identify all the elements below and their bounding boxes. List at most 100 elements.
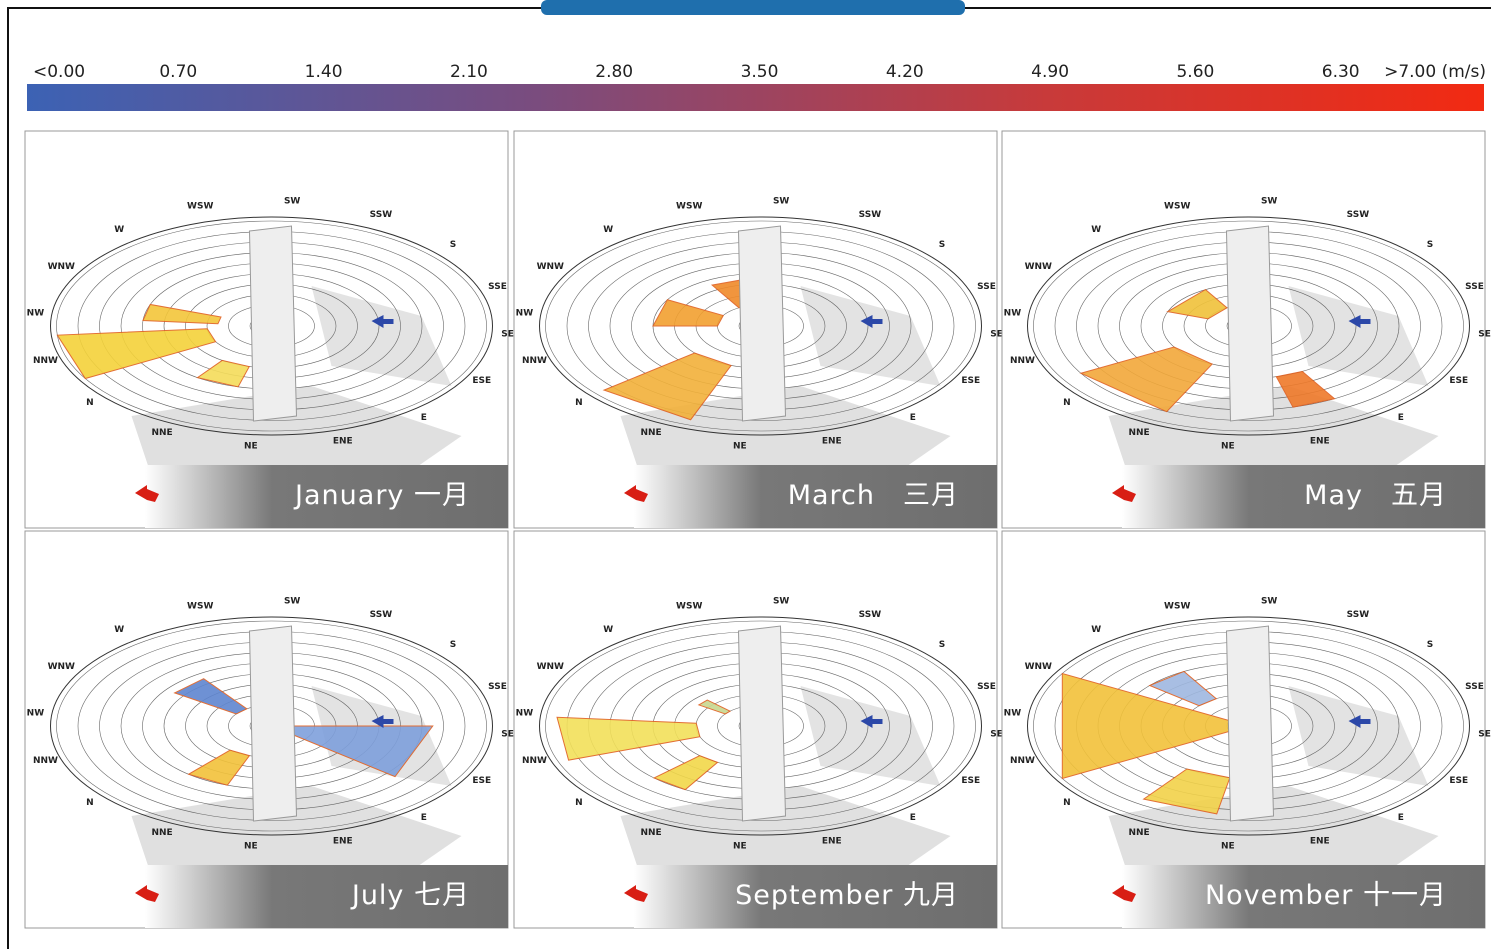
wind-wedge: [1166, 289, 1228, 320]
direction-label: ENE: [1310, 436, 1330, 446]
wind-rose-panel: N NNE NE ENE E ESE SE SSE S SSW SW WSW W WNW NW NNW Marc…: [513, 130, 1003, 529]
direction-label: ESE: [1449, 776, 1468, 786]
direction-label: S: [450, 640, 456, 650]
ring: [545, 620, 976, 832]
direction-label: W: [603, 225, 613, 235]
direction-label: NNE: [640, 828, 661, 838]
tower: [737, 225, 787, 422]
direction-label: WSW: [187, 202, 213, 212]
direction-label: ENE: [822, 836, 842, 846]
direction-label: WNW: [1025, 262, 1052, 272]
direction-label: SE: [990, 730, 1003, 740]
wind-wedge: [142, 303, 222, 325]
direction-label: NNW: [1010, 756, 1035, 766]
tower: [248, 225, 298, 422]
outer-ring: [539, 216, 982, 436]
direction-label: NNE: [151, 428, 172, 438]
colorbar: [27, 84, 1484, 111]
direction-label: SSE: [977, 282, 996, 292]
direction-label: SSE: [488, 682, 507, 692]
caption-bar: [634, 865, 997, 928]
direction-label: SSW: [1347, 210, 1370, 220]
direction-label: N: [1063, 798, 1071, 808]
direction-label: NNE: [1128, 828, 1149, 838]
wind-arrow: [860, 715, 883, 728]
outer-ring: [539, 616, 982, 836]
direction-label: E: [421, 813, 427, 823]
direction-label: SW: [773, 196, 789, 206]
caption-bar: [145, 865, 508, 928]
ground-block: [311, 286, 452, 386]
panel-title: November 十一月: [1205, 880, 1447, 911]
direction-label: ENE: [333, 436, 353, 446]
direction-label: WNW: [1025, 662, 1052, 672]
direction-label: SSW: [859, 210, 882, 220]
ring: [56, 220, 487, 432]
direction-label: NW: [516, 308, 534, 318]
wind-rose-panel: N NNE NE ENE E ESE SE SSE S SSW SW WSW W WNW NW NNW May …: [1001, 130, 1491, 529]
wind-arrow: [371, 715, 394, 728]
red-arrow: [1112, 885, 1136, 902]
wind-wedge: [196, 359, 250, 388]
direction-label: SSE: [488, 282, 507, 292]
direction-label: NE: [733, 842, 747, 852]
direction-label: SSW: [859, 610, 882, 620]
direction-label: E: [910, 813, 916, 823]
caption-bar: [1122, 465, 1485, 528]
wind-wedge: [1079, 346, 1214, 413]
colorbar-label: <0.00: [33, 62, 85, 82]
ground-block: [800, 686, 941, 786]
ring: [545, 220, 976, 432]
colorbar-label: 1.40: [305, 62, 343, 82]
direction-label: S: [1427, 240, 1433, 250]
direction-label: NE: [244, 842, 258, 852]
direction-label: SE: [501, 330, 514, 340]
direction-label: NNW: [522, 356, 547, 366]
wind-wedge: [187, 749, 251, 786]
direction-label: W: [603, 625, 613, 635]
panel-title: January 一月: [293, 480, 470, 511]
wind-wedge: [1148, 670, 1218, 707]
direction-label: SSW: [1347, 610, 1370, 620]
direction-label: N: [575, 798, 583, 808]
wind-rose-panel: N NNE NE ENE E ESE SE SSE S SSW SW WSW W WNW NW NNW Sept…: [513, 530, 1003, 929]
wind-wedge: [652, 755, 719, 791]
red-arrow: [135, 485, 159, 502]
direction-label: N: [575, 398, 583, 408]
tower: [1225, 225, 1275, 422]
frame: [7, 7, 1491, 949]
direction-label: NNW: [33, 756, 58, 766]
direction-label: NE: [733, 442, 747, 452]
direction-label: N: [86, 398, 94, 408]
direction-label: ENE: [1310, 836, 1330, 846]
colorbar-label: 4.90: [1031, 62, 1069, 82]
direction-label: NE: [244, 442, 258, 452]
colorbar-label: 0.70: [159, 62, 197, 82]
tower: [737, 625, 787, 822]
direction-label: SE: [1478, 730, 1491, 740]
direction-label: E: [1398, 413, 1404, 423]
caption-bar: [1122, 865, 1485, 928]
direction-label: NNE: [151, 828, 172, 838]
outer-ring: [50, 216, 493, 436]
direction-label: WNW: [537, 262, 564, 272]
direction-label: SW: [284, 596, 300, 606]
direction-label: SE: [990, 330, 1003, 340]
direction-label: SE: [1478, 330, 1491, 340]
direction-label: NNW: [33, 356, 58, 366]
direction-label: E: [910, 413, 916, 423]
direction-label: NW: [27, 708, 45, 718]
direction-label: ESE: [1449, 376, 1468, 386]
direction-label: SE: [501, 730, 514, 740]
wind-arrow: [371, 315, 394, 328]
direction-label: W: [1091, 625, 1101, 635]
panel-title: March 三月: [788, 480, 959, 511]
ground-block: [1288, 686, 1429, 786]
direction-label: ESE: [961, 376, 980, 386]
red-arrow: [624, 485, 648, 502]
ground-block: [800, 286, 941, 386]
wind-wedge: [56, 328, 217, 380]
direction-label: NE: [1221, 442, 1235, 452]
colorbar-label: 5.60: [1176, 62, 1214, 82]
